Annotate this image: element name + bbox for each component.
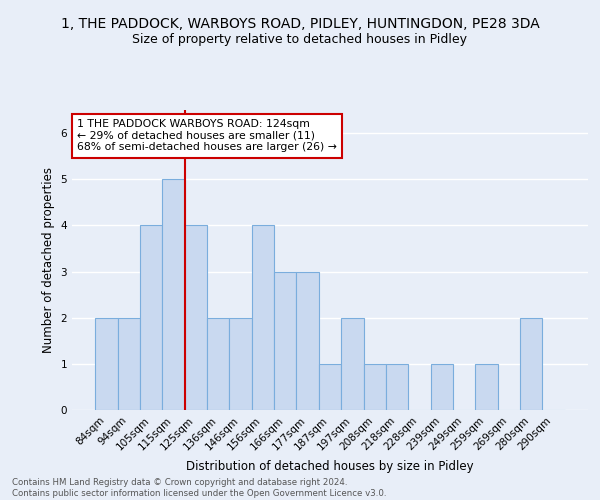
Bar <box>118 318 140 410</box>
Y-axis label: Number of detached properties: Number of detached properties <box>42 167 55 353</box>
Bar <box>252 226 274 410</box>
Bar <box>140 226 163 410</box>
Bar <box>95 318 118 410</box>
Text: Size of property relative to detached houses in Pidley: Size of property relative to detached ho… <box>133 32 467 46</box>
Text: Contains HM Land Registry data © Crown copyright and database right 2024.
Contai: Contains HM Land Registry data © Crown c… <box>12 478 386 498</box>
Bar <box>475 364 497 410</box>
Bar <box>319 364 341 410</box>
X-axis label: Distribution of detached houses by size in Pidley: Distribution of detached houses by size … <box>186 460 474 473</box>
Bar <box>229 318 252 410</box>
Bar <box>163 179 185 410</box>
Bar <box>341 318 364 410</box>
Text: 1 THE PADDOCK WARBOYS ROAD: 124sqm
← 29% of detached houses are smaller (11)
68%: 1 THE PADDOCK WARBOYS ROAD: 124sqm ← 29%… <box>77 119 337 152</box>
Text: 1, THE PADDOCK, WARBOYS ROAD, PIDLEY, HUNTINGDON, PE28 3DA: 1, THE PADDOCK, WARBOYS ROAD, PIDLEY, HU… <box>61 18 539 32</box>
Bar <box>520 318 542 410</box>
Bar <box>386 364 408 410</box>
Bar <box>207 318 229 410</box>
Bar <box>431 364 453 410</box>
Bar <box>364 364 386 410</box>
Bar <box>274 272 296 410</box>
Bar <box>296 272 319 410</box>
Bar <box>185 226 207 410</box>
